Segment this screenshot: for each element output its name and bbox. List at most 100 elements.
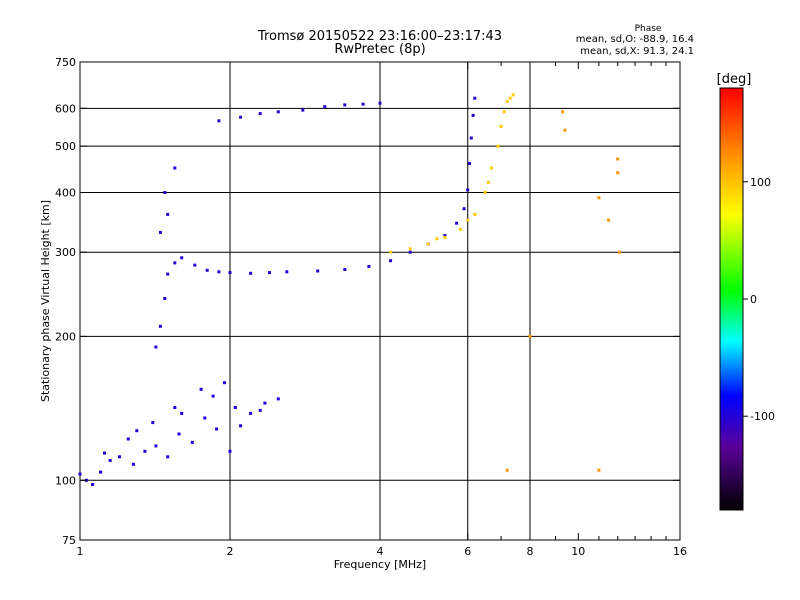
y-tick-label: 75 — [62, 534, 76, 547]
echo-point — [563, 128, 567, 132]
y-tick-label: 100 — [55, 474, 76, 487]
echo-point — [163, 297, 167, 300]
echo-point — [466, 188, 470, 192]
echo-point — [135, 429, 139, 433]
echo-point — [361, 102, 365, 106]
echo-point — [473, 212, 477, 216]
echo-point — [177, 432, 181, 436]
echo-point — [158, 230, 162, 234]
y-tick-label: 400 — [55, 186, 76, 199]
echo-point — [228, 449, 232, 453]
colorbar-label: [deg] — [717, 72, 752, 87]
echo-point — [301, 108, 305, 112]
echo-point — [180, 256, 184, 260]
echo-point — [443, 236, 447, 239]
echo-point — [466, 218, 470, 222]
y-tick-label: 750 — [55, 56, 76, 69]
echo-point — [408, 247, 412, 251]
echo-point — [91, 483, 95, 486]
echo-point — [228, 271, 232, 275]
echo-point — [389, 259, 393, 263]
echo-point — [108, 459, 112, 462]
echo-point — [126, 437, 130, 441]
echo-point — [233, 406, 237, 409]
echo-point — [166, 272, 170, 276]
colorbar-tick-label: 100 — [750, 176, 771, 189]
y-tick-label: 600 — [55, 102, 76, 115]
stats-title: Phase — [635, 24, 662, 34]
echo-point — [616, 171, 620, 175]
y-axis-ticks: 75 100 200 300 400 500 600 750 — [55, 56, 680, 547]
echo-point — [343, 268, 347, 271]
echo-point — [239, 115, 243, 119]
echo-point — [490, 166, 494, 170]
echo-point — [435, 237, 439, 241]
echo-point — [473, 96, 477, 100]
y-tick-label: 300 — [55, 246, 76, 259]
echo-point — [154, 345, 158, 349]
echo-point — [203, 416, 207, 420]
echo-point — [249, 271, 253, 275]
colorbar-ticks: -100 0 100 — [743, 176, 775, 423]
echo-point — [508, 96, 512, 100]
echo-point — [486, 180, 490, 184]
echo-point — [217, 119, 221, 123]
y-tick-label: 200 — [55, 330, 76, 343]
echo-point — [173, 261, 177, 265]
echo-point — [502, 110, 506, 114]
echo-point — [505, 468, 509, 472]
echo-point — [323, 105, 327, 109]
echo-point — [276, 110, 280, 114]
echo-point — [316, 269, 320, 273]
echo-point — [496, 144, 500, 148]
echo-point — [389, 250, 393, 254]
echo-point — [607, 218, 610, 222]
echo-point — [469, 136, 473, 140]
stats-line-o: mean, sd,O: -88.9, 16.4 — [576, 34, 694, 45]
echo-point — [511, 93, 515, 97]
colorbar — [719, 87, 744, 511]
chart-subtitle: RwPretec (8p) — [334, 42, 425, 57]
echo-point — [173, 166, 177, 170]
echo-point — [499, 124, 503, 128]
echo-point — [163, 191, 167, 194]
echo-point — [263, 401, 267, 405]
echo-points — [78, 93, 621, 486]
echo-point — [483, 191, 487, 194]
x-tick-label: 8 — [527, 545, 534, 558]
echo-point — [180, 411, 184, 415]
echo-point — [103, 451, 106, 455]
echo-point — [528, 334, 532, 338]
colorbar-tick-label: 0 — [750, 293, 757, 306]
echo-point — [618, 250, 621, 254]
echo-point — [285, 270, 289, 274]
x-tick-label: 2 — [227, 545, 234, 558]
echo-point — [131, 462, 135, 466]
echo-point — [173, 406, 177, 409]
echo-point — [258, 112, 262, 116]
echo-point — [462, 207, 466, 211]
echo-point — [597, 468, 601, 472]
echo-point — [166, 212, 170, 216]
echo-point — [468, 162, 471, 165]
echo-point — [426, 242, 430, 246]
echo-point — [443, 234, 447, 238]
x-tick-label: 16 — [673, 545, 687, 558]
echo-point — [215, 427, 219, 431]
x-tick-label: 10 — [571, 545, 585, 558]
x-axis-label: Frequency [MHz] — [334, 558, 426, 571]
echo-point — [118, 455, 121, 459]
echo-point — [343, 103, 347, 107]
echo-point — [154, 444, 158, 448]
echo-point — [268, 271, 271, 275]
echo-point — [166, 455, 170, 459]
echo-point — [143, 449, 147, 453]
echo-point — [239, 424, 243, 428]
chart-title: Tromsø 20150522 23:16:00–23:17:43 — [257, 29, 502, 44]
echo-point — [158, 324, 162, 328]
x-tick-label: 1 — [77, 545, 84, 558]
x-tick-label: 6 — [464, 545, 471, 558]
echo-point — [99, 470, 103, 474]
stats-line-x: mean, sd,X: 91.3, 24.1 — [580, 46, 694, 57]
